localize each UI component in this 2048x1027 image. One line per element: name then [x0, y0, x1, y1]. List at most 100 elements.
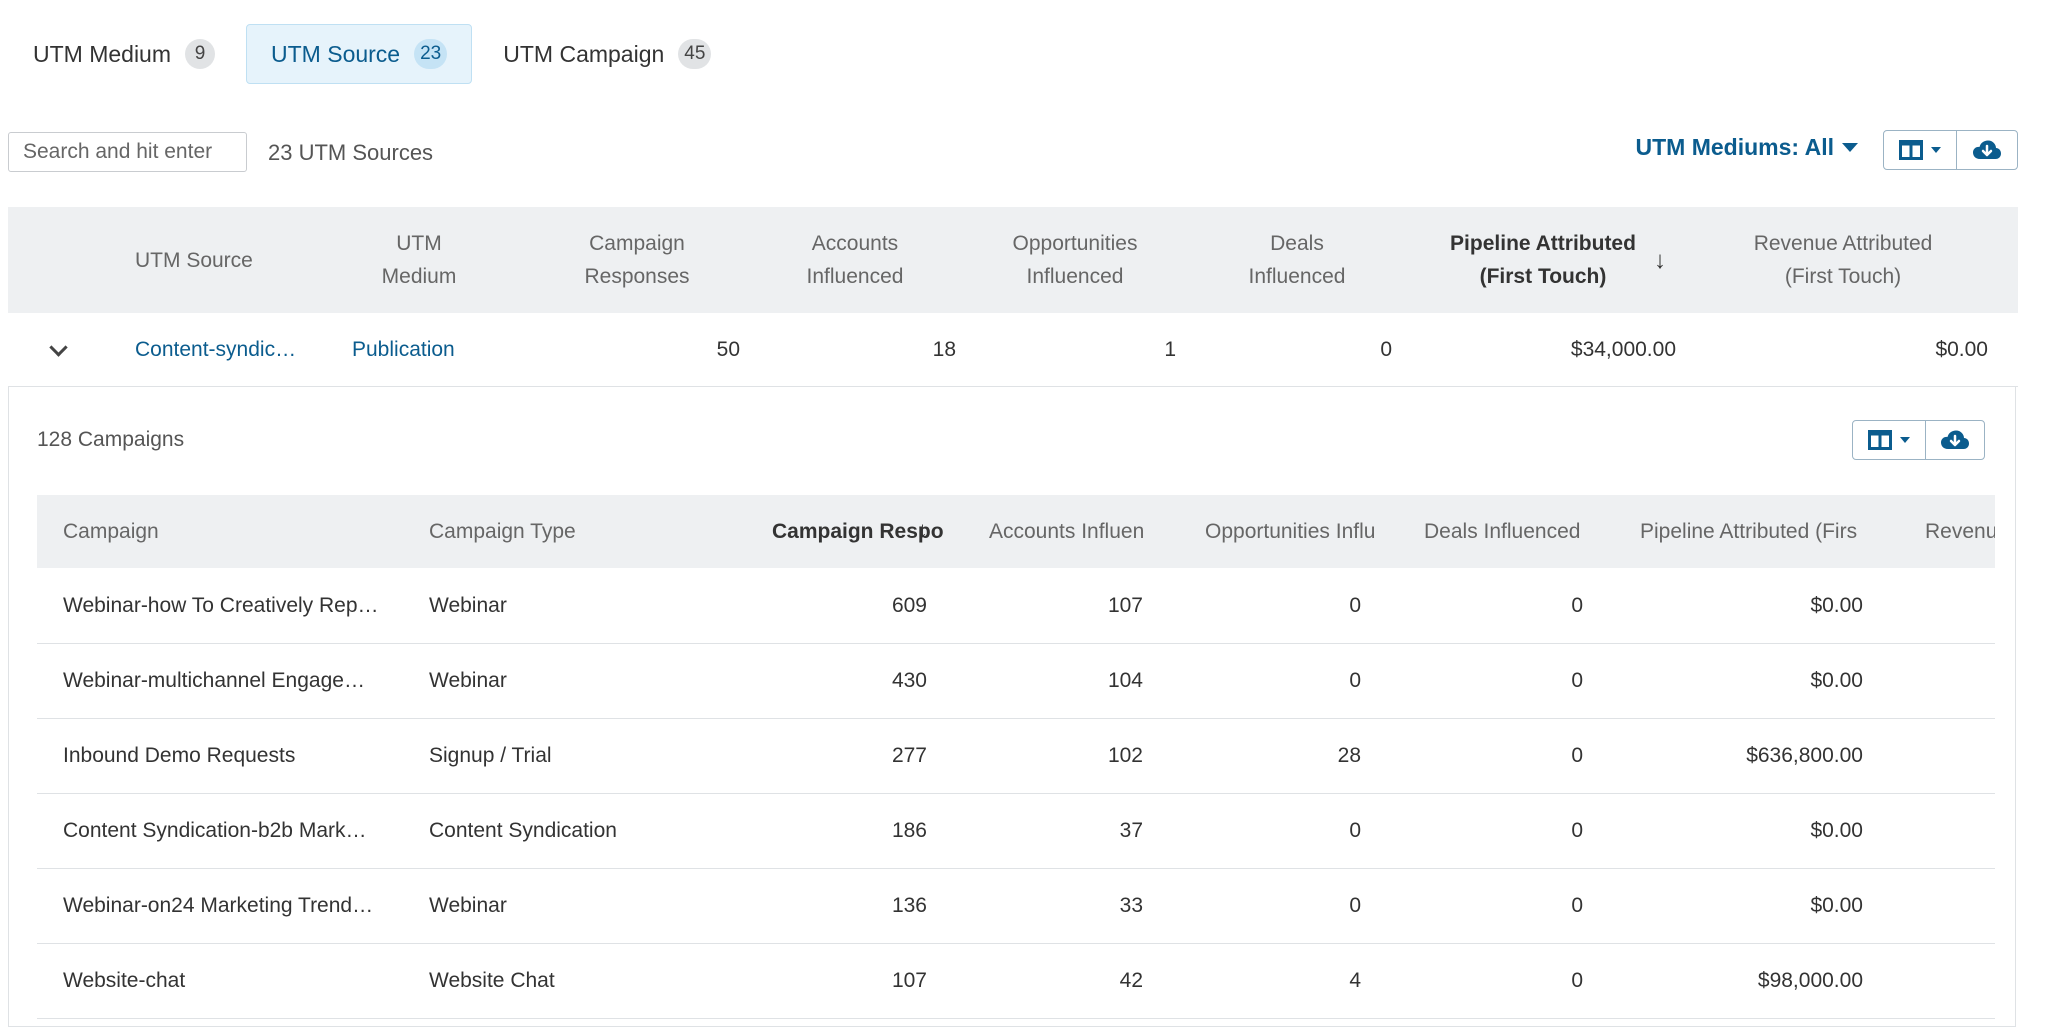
column-header-campaign[interactable]: Campaign	[63, 519, 159, 543]
column-header-revenue-attributed[interactable]: Revenu	[1925, 519, 1995, 543]
deals-influenced-value: 0	[1571, 743, 1583, 767]
search-input[interactable]	[8, 132, 247, 172]
column-header-accounts-influenced[interactable]: Accounts Influenced	[806, 232, 904, 288]
deals-influenced-value: 0	[1571, 593, 1583, 617]
utm-mediums-filter-dropdown[interactable]: UTM Mediums: All	[1636, 134, 1858, 161]
opportunities-influenced-value: 0	[1349, 593, 1361, 617]
columns-icon	[1899, 140, 1923, 160]
tab-utm-source[interactable]: UTM Source 23	[246, 24, 473, 84]
campaign-link[interactable]: Webinar-how To Creatively Rep…	[63, 593, 379, 617]
pipeline-attributed-value: $0.00	[1810, 668, 1863, 692]
opportunities-influenced-value: 0	[1349, 893, 1361, 917]
table-row: Webinar-on24 Marketing Trend… Webinar 13…	[37, 868, 1995, 944]
column-header-utm-source[interactable]: UTM Source	[135, 248, 253, 272]
tab-label: UTM Campaign	[503, 40, 665, 67]
count-badge: 23	[414, 39, 448, 69]
campaigns-panel: 128 Campaigns Campaign Campaign Type Cam…	[8, 386, 2016, 1027]
opportunities-influenced-value: 0	[1349, 668, 1361, 692]
caret-down-icon	[1842, 143, 1858, 152]
deals-influenced-value: 0	[1571, 818, 1583, 842]
columns-button[interactable]	[1884, 131, 1956, 169]
tab-utm-campaign[interactable]: UTM Campaign 45	[478, 24, 736, 84]
table-row: Webinar-how To Creatively Rep… Webinar 6…	[37, 568, 1995, 644]
panel-table-actions	[1852, 420, 1985, 460]
campaign-link[interactable]: Content Syndication-b2b Mark…	[63, 818, 367, 842]
accounts-influenced-value: 107	[1107, 593, 1143, 617]
column-header-opportunities-influenced[interactable]: Opportunities Influ	[1205, 519, 1376, 543]
accounts-influenced-value: 42	[1119, 968, 1143, 992]
campaign-type-link[interactable]: Webinar	[429, 668, 507, 692]
pipeline-attributed-value: $98,000.00	[1757, 968, 1863, 992]
tab-label: UTM Medium	[33, 40, 172, 67]
opportunities-influenced-value: 28	[1337, 743, 1361, 767]
revenue-attributed-value: $0.00	[1935, 337, 1988, 361]
cloud-download-icon	[1941, 430, 1969, 449]
chevron-down-icon[interactable]	[49, 338, 68, 357]
count-badge: 45	[678, 39, 712, 69]
table-row: Webinar-multichannel Engage… Webinar 430…	[37, 643, 1995, 719]
opportunities-influenced-value: 1	[1164, 337, 1176, 361]
campaign-link[interactable]: Webinar-on24 Marketing Trend…	[63, 893, 374, 917]
utm-medium-link[interactable]: Publication	[352, 337, 455, 361]
tab-utm-medium[interactable]: UTM Medium 9	[8, 24, 240, 84]
column-header-campaign-responses[interactable]: Campaign Responses	[584, 232, 690, 288]
columns-button[interactable]	[1853, 421, 1925, 459]
campaign-responses-value: 186	[891, 818, 927, 842]
table-row: Inbound Demo Requests Signup / Trial 277…	[37, 718, 1995, 794]
column-header-campaign-responses[interactable]: Campaign Respo	[772, 519, 944, 543]
campaign-link[interactable]: Website-chat	[63, 968, 186, 992]
column-header-campaign-type[interactable]: Campaign Type	[429, 519, 576, 543]
download-button[interactable]	[1956, 131, 2017, 169]
campaign-type-link[interactable]: Content Syndication	[429, 818, 617, 842]
tab-label: UTM Source	[271, 40, 401, 67]
table-row: Content Syndication-b2b Mark… Content Sy…	[37, 793, 1995, 869]
result-count: 23 UTM Sources	[268, 140, 434, 165]
pipeline-attributed-value: $636,800.00	[1746, 743, 1863, 767]
column-header-deals-influenced[interactable]: Deals Influenced	[1424, 519, 1581, 543]
campaign-type-link[interactable]: Webinar	[429, 593, 507, 617]
count-badge: 9	[185, 39, 216, 69]
download-button[interactable]	[1925, 421, 1984, 459]
column-header-utm-medium[interactable]: UTM Medium	[381, 232, 457, 288]
opportunities-influenced-value: 4	[1349, 968, 1361, 992]
accounts-influenced-value: 33	[1119, 893, 1143, 917]
utm-source-link[interactable]: Content-syndic…	[135, 337, 297, 361]
column-header-revenue-attributed[interactable]: Revenue Attributed (First Touch)	[1753, 232, 1933, 288]
table-row: Content-syndic… Publication 50 18 1 0 $3…	[8, 313, 2018, 387]
pipeline-attributed-value: $0.00	[1810, 593, 1863, 617]
campaign-responses-value: 107	[891, 968, 927, 992]
caret-down-icon	[1931, 147, 1941, 153]
accounts-influenced-value: 37	[1119, 818, 1143, 842]
tab-bar: UTM Medium 9 UTM Source 23 UTM Campaign …	[8, 24, 742, 84]
campaign-link[interactable]: Webinar-multichannel Engage…	[63, 668, 365, 692]
sort-descending-icon: ↓	[917, 517, 928, 542]
columns-icon	[1868, 430, 1892, 450]
campaign-responses-value: 277	[891, 743, 927, 767]
campaign-type-link[interactable]: Webinar	[429, 893, 507, 917]
accounts-influenced-value: 18	[932, 337, 956, 361]
deals-influenced-value: 0	[1380, 337, 1392, 361]
campaign-link[interactable]: Inbound Demo Requests	[63, 743, 296, 767]
column-header-accounts-influenced[interactable]: Accounts Influen	[989, 519, 1145, 543]
deals-influenced-value: 0	[1571, 893, 1583, 917]
accounts-influenced-value: 102	[1107, 743, 1143, 767]
column-header-deals-influenced[interactable]: Deals Influenced	[1248, 232, 1346, 288]
campaign-responses-value: 136	[891, 893, 927, 917]
table-actions	[1883, 130, 2018, 170]
campaigns-count: 128 Campaigns	[37, 428, 185, 451]
campaign-responses-value: 609	[891, 593, 927, 617]
cloud-download-icon	[1973, 140, 2001, 159]
campaign-type-link[interactable]: Signup / Trial	[429, 743, 552, 767]
column-header-pipeline-attributed[interactable]: Pipeline Attributed (Firs	[1640, 519, 1858, 543]
sort-descending-icon: ↓	[1653, 246, 1666, 274]
opportunities-influenced-value: 0	[1349, 818, 1361, 842]
caret-down-icon	[1900, 437, 1910, 443]
utm-source-table-header: UTM Source UTM Medium Campaign Responses A…	[8, 207, 2018, 313]
accounts-influenced-value: 104	[1107, 668, 1143, 692]
campaign-responses-value: 50	[716, 337, 740, 361]
campaign-type-link[interactable]: Website Chat	[429, 968, 555, 992]
table-row: Website-chat Website Chat 107 42 4 0 $98…	[37, 943, 1995, 1019]
column-header-opportunities-influenced[interactable]: Opportunities Influenced	[1012, 232, 1138, 288]
pipeline-attributed-value: $0.00	[1810, 893, 1863, 917]
column-header-pipeline-attributed[interactable]: Pipeline Attributed (First Touch) ↓	[1450, 232, 1666, 288]
